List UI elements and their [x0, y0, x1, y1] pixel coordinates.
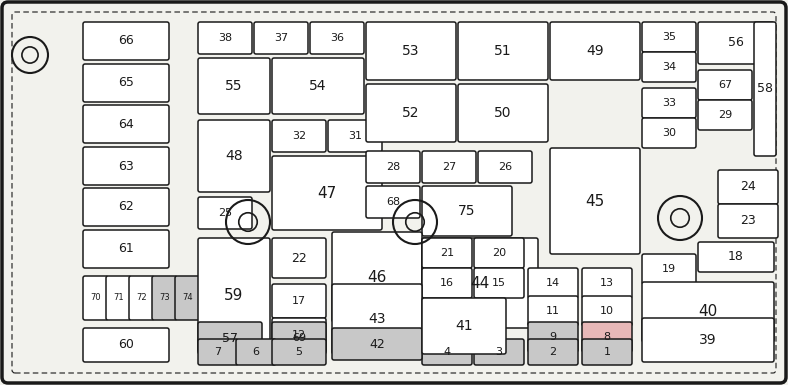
FancyBboxPatch shape — [272, 238, 326, 278]
FancyBboxPatch shape — [642, 52, 696, 82]
Text: 67: 67 — [718, 80, 732, 90]
Text: 54: 54 — [309, 79, 327, 93]
FancyBboxPatch shape — [366, 186, 420, 218]
Text: 43: 43 — [368, 312, 386, 326]
Text: 5: 5 — [296, 347, 303, 357]
Text: 34: 34 — [662, 62, 676, 72]
FancyBboxPatch shape — [272, 284, 326, 318]
Text: 47: 47 — [318, 186, 336, 201]
FancyBboxPatch shape — [83, 22, 169, 60]
Text: 16: 16 — [440, 278, 454, 288]
FancyBboxPatch shape — [754, 22, 776, 156]
Text: 69: 69 — [292, 333, 306, 343]
Text: 23: 23 — [740, 214, 756, 228]
FancyBboxPatch shape — [198, 120, 270, 192]
FancyBboxPatch shape — [83, 64, 169, 102]
Text: 2: 2 — [549, 347, 556, 357]
Text: 57: 57 — [222, 331, 238, 345]
FancyBboxPatch shape — [198, 58, 270, 114]
FancyBboxPatch shape — [83, 188, 169, 226]
FancyBboxPatch shape — [422, 238, 472, 268]
FancyBboxPatch shape — [332, 328, 422, 360]
Text: 72: 72 — [136, 293, 147, 303]
FancyBboxPatch shape — [582, 268, 632, 298]
Text: 73: 73 — [159, 293, 170, 303]
Text: 74: 74 — [182, 293, 193, 303]
FancyBboxPatch shape — [642, 88, 696, 118]
FancyBboxPatch shape — [198, 339, 238, 365]
Text: 62: 62 — [118, 201, 134, 214]
FancyBboxPatch shape — [698, 22, 774, 64]
FancyBboxPatch shape — [83, 276, 108, 320]
FancyBboxPatch shape — [642, 318, 774, 362]
Text: 56: 56 — [728, 37, 744, 50]
Text: 65: 65 — [118, 77, 134, 89]
FancyBboxPatch shape — [550, 22, 640, 80]
Text: 64: 64 — [118, 117, 134, 131]
Text: 25: 25 — [218, 208, 232, 218]
Text: 13: 13 — [600, 278, 614, 288]
Text: 51: 51 — [494, 44, 512, 58]
Text: 20: 20 — [492, 248, 506, 258]
FancyBboxPatch shape — [236, 339, 276, 365]
Text: 46: 46 — [367, 270, 387, 285]
FancyBboxPatch shape — [272, 318, 326, 352]
Text: 15: 15 — [492, 278, 506, 288]
Text: 36: 36 — [330, 33, 344, 43]
Text: 10: 10 — [600, 306, 614, 316]
Text: 40: 40 — [698, 305, 718, 320]
FancyBboxPatch shape — [83, 328, 169, 362]
Text: 63: 63 — [118, 159, 134, 172]
Text: 11: 11 — [546, 306, 560, 316]
FancyBboxPatch shape — [272, 339, 326, 365]
Text: 7: 7 — [214, 347, 221, 357]
FancyBboxPatch shape — [528, 268, 578, 298]
FancyBboxPatch shape — [698, 70, 752, 100]
Text: 42: 42 — [369, 338, 385, 350]
FancyBboxPatch shape — [422, 268, 472, 298]
FancyBboxPatch shape — [366, 22, 456, 80]
Text: 55: 55 — [225, 79, 243, 93]
Text: 37: 37 — [274, 33, 288, 43]
Text: 61: 61 — [118, 243, 134, 256]
FancyBboxPatch shape — [582, 322, 632, 352]
FancyBboxPatch shape — [458, 22, 548, 80]
FancyBboxPatch shape — [550, 148, 640, 254]
FancyBboxPatch shape — [198, 322, 262, 354]
Text: 49: 49 — [586, 44, 604, 58]
FancyBboxPatch shape — [474, 339, 524, 365]
FancyBboxPatch shape — [718, 170, 778, 204]
FancyBboxPatch shape — [698, 100, 752, 130]
FancyBboxPatch shape — [332, 284, 422, 354]
FancyBboxPatch shape — [106, 276, 131, 320]
FancyBboxPatch shape — [422, 151, 476, 183]
Text: 14: 14 — [546, 278, 560, 288]
Text: 70: 70 — [90, 293, 101, 303]
Text: 44: 44 — [470, 276, 489, 291]
Text: 35: 35 — [662, 32, 676, 42]
FancyBboxPatch shape — [642, 254, 696, 284]
Text: 24: 24 — [740, 181, 756, 194]
FancyBboxPatch shape — [310, 22, 364, 54]
Text: 75: 75 — [459, 204, 476, 218]
FancyBboxPatch shape — [129, 276, 154, 320]
FancyBboxPatch shape — [152, 276, 177, 320]
Text: 17: 17 — [292, 296, 306, 306]
FancyBboxPatch shape — [272, 58, 364, 114]
FancyBboxPatch shape — [272, 120, 326, 152]
FancyBboxPatch shape — [198, 22, 252, 54]
Text: 19: 19 — [662, 264, 676, 274]
Text: 8: 8 — [604, 332, 611, 342]
Text: 50: 50 — [494, 106, 511, 120]
FancyBboxPatch shape — [698, 242, 774, 272]
Text: 33: 33 — [662, 98, 676, 108]
FancyBboxPatch shape — [642, 22, 696, 52]
Text: 18: 18 — [728, 251, 744, 263]
Text: 29: 29 — [718, 110, 732, 120]
Text: 60: 60 — [118, 338, 134, 352]
FancyBboxPatch shape — [582, 296, 632, 326]
Text: 68: 68 — [386, 197, 400, 207]
FancyBboxPatch shape — [83, 230, 169, 268]
Text: 3: 3 — [496, 347, 503, 357]
